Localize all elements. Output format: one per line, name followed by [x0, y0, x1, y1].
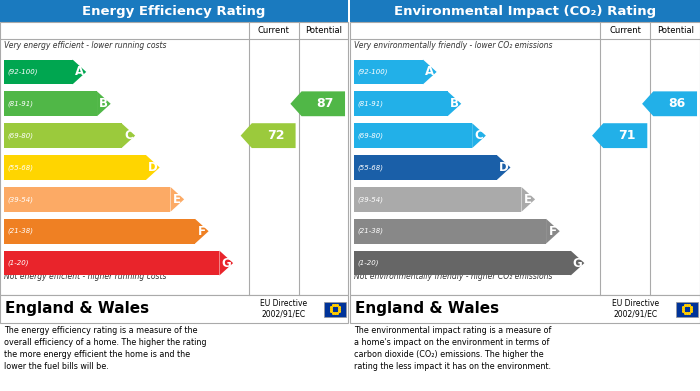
Polygon shape — [97, 91, 111, 116]
Text: G: G — [573, 256, 582, 269]
Polygon shape — [642, 91, 697, 116]
Text: Current: Current — [258, 26, 290, 35]
Polygon shape — [447, 91, 461, 116]
Text: The energy efficiency rating is a measure of the
overall efficiency of a home. T: The energy efficiency rating is a measur… — [4, 326, 206, 371]
Text: E: E — [174, 193, 181, 206]
Bar — [354, 155, 497, 180]
Text: F: F — [549, 225, 557, 238]
Text: EU Directive
2002/91/EC: EU Directive 2002/91/EC — [612, 299, 659, 319]
Bar — [4, 187, 171, 212]
Polygon shape — [473, 123, 486, 148]
Bar — [4, 219, 195, 244]
Text: E: E — [524, 193, 532, 206]
Text: Energy Efficiency Rating: Energy Efficiency Rating — [83, 5, 266, 18]
Text: Not environmentally friendly - higher CO₂ emissions: Not environmentally friendly - higher CO… — [354, 272, 552, 281]
Bar — [4, 123, 122, 148]
Text: (1-20): (1-20) — [7, 260, 29, 266]
Text: The environmental impact rating is a measure of
a home's impact on the environme: The environmental impact rating is a mea… — [354, 326, 552, 371]
Text: C: C — [124, 129, 133, 142]
Bar — [350, 0, 700, 22]
Bar — [0, 22, 348, 295]
Text: A: A — [75, 65, 84, 79]
Text: England & Wales: England & Wales — [355, 301, 499, 316]
Text: (92-100): (92-100) — [357, 69, 388, 75]
Polygon shape — [570, 251, 584, 276]
Bar — [350, 295, 700, 323]
Text: Current: Current — [609, 26, 641, 35]
Text: Potential: Potential — [657, 26, 694, 35]
Text: EU Directive
2002/91/EC: EU Directive 2002/91/EC — [260, 299, 307, 319]
Text: D: D — [499, 161, 508, 174]
Bar — [354, 59, 423, 84]
Text: Very energy efficient - lower running costs: Very energy efficient - lower running co… — [4, 41, 167, 50]
Text: Not energy efficient - higher running costs: Not energy efficient - higher running co… — [4, 272, 167, 281]
Bar — [350, 22, 700, 295]
Text: (81-91): (81-91) — [7, 100, 33, 107]
Polygon shape — [219, 251, 233, 276]
Text: (69-80): (69-80) — [357, 133, 383, 139]
Polygon shape — [122, 123, 135, 148]
Text: B: B — [99, 97, 108, 110]
Text: 71: 71 — [618, 129, 636, 142]
Bar — [324, 301, 346, 316]
Text: (55-68): (55-68) — [7, 164, 33, 171]
Text: (39-54): (39-54) — [357, 196, 383, 203]
Text: 87: 87 — [316, 97, 334, 110]
Text: (55-68): (55-68) — [357, 164, 383, 171]
Text: C: C — [475, 129, 484, 142]
Polygon shape — [241, 123, 295, 148]
Text: Environmental Impact (CO₂) Rating: Environmental Impact (CO₂) Rating — [394, 5, 656, 18]
Bar — [354, 219, 546, 244]
Text: 72: 72 — [267, 129, 284, 142]
Bar — [4, 91, 97, 116]
Text: (1-20): (1-20) — [357, 260, 379, 266]
Polygon shape — [497, 155, 510, 180]
Bar — [4, 251, 219, 276]
Polygon shape — [171, 187, 184, 212]
Bar — [0, 0, 348, 22]
Text: Potential: Potential — [304, 26, 342, 35]
Text: England & Wales: England & Wales — [5, 301, 149, 316]
Polygon shape — [522, 187, 535, 212]
Text: F: F — [198, 225, 206, 238]
Polygon shape — [290, 91, 345, 116]
Bar — [354, 91, 447, 116]
Text: (81-91): (81-91) — [357, 100, 383, 107]
Polygon shape — [73, 59, 86, 84]
Bar — [4, 155, 146, 180]
Polygon shape — [423, 59, 437, 84]
Bar — [354, 251, 570, 276]
Text: 86: 86 — [668, 97, 685, 110]
Bar — [354, 187, 522, 212]
Polygon shape — [592, 123, 648, 148]
Polygon shape — [195, 219, 209, 244]
Bar — [354, 123, 472, 148]
Text: B: B — [450, 97, 459, 110]
Text: Very environmentally friendly - lower CO₂ emissions: Very environmentally friendly - lower CO… — [354, 41, 552, 50]
Text: G: G — [221, 256, 231, 269]
Text: (92-100): (92-100) — [7, 69, 38, 75]
Text: (69-80): (69-80) — [7, 133, 33, 139]
Text: (21-38): (21-38) — [357, 228, 383, 235]
Polygon shape — [546, 219, 560, 244]
Polygon shape — [146, 155, 160, 180]
Bar — [0, 295, 348, 323]
Bar — [676, 301, 698, 316]
Text: (39-54): (39-54) — [7, 196, 33, 203]
Bar — [4, 59, 73, 84]
Text: A: A — [425, 65, 434, 79]
Text: D: D — [148, 161, 158, 174]
Text: (21-38): (21-38) — [7, 228, 33, 235]
